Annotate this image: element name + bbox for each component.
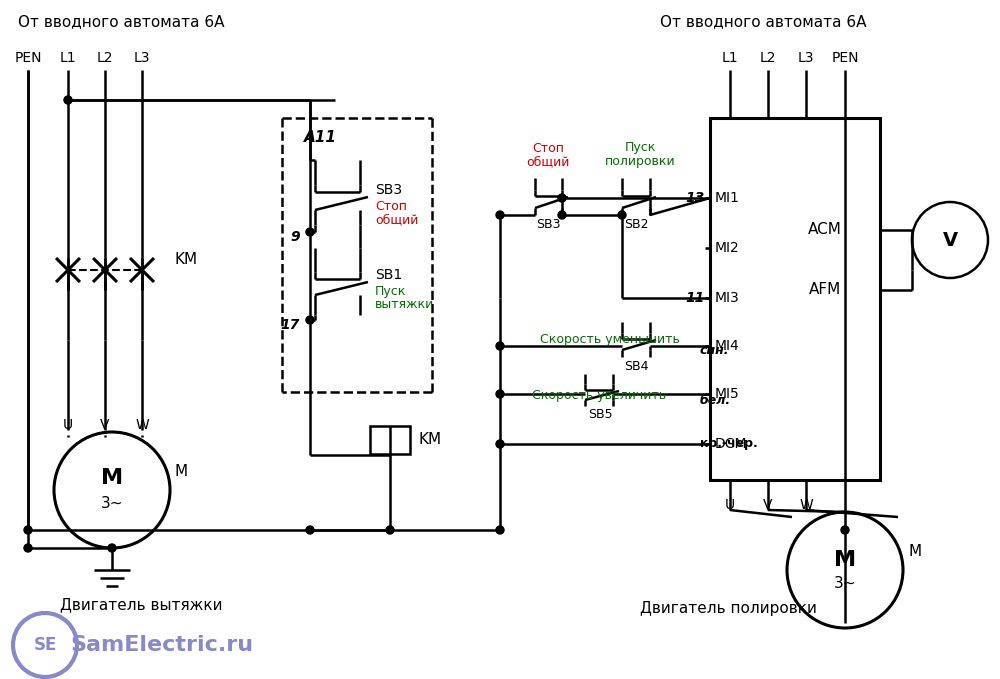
Text: U: U: [63, 418, 73, 432]
Text: Пуск: Пуск: [624, 141, 656, 155]
Text: Двигатель вытяжки: Двигатель вытяжки: [60, 598, 222, 612]
Text: DCM: DCM: [715, 437, 748, 451]
Text: L2: L2: [760, 51, 776, 65]
Circle shape: [108, 544, 116, 552]
Circle shape: [496, 342, 504, 350]
Text: 13: 13: [686, 191, 705, 205]
Bar: [370, 426, 410, 454]
Text: M: M: [908, 545, 921, 559]
Text: 3~: 3~: [101, 496, 123, 511]
Text: Скорость уменьшить: Скорость уменьшить: [540, 333, 680, 346]
Circle shape: [496, 440, 504, 448]
Text: L2: L2: [97, 51, 113, 65]
Text: SE: SE: [33, 636, 57, 654]
Text: SamElectric.ru: SamElectric.ru: [70, 635, 254, 655]
Circle shape: [496, 211, 504, 219]
Text: W: W: [799, 498, 813, 512]
Text: MI1: MI1: [715, 191, 740, 205]
Text: ACM: ACM: [808, 223, 842, 238]
Text: V: V: [942, 230, 958, 249]
Circle shape: [386, 526, 394, 534]
Circle shape: [24, 526, 32, 534]
Text: A11: A11: [304, 130, 336, 145]
Circle shape: [24, 544, 32, 552]
Text: SB1: SB1: [375, 268, 402, 282]
Text: L1: L1: [60, 51, 76, 65]
Text: син.: син.: [700, 344, 730, 356]
Text: Стоп: Стоп: [532, 141, 564, 155]
Circle shape: [558, 194, 566, 202]
Circle shape: [496, 390, 504, 398]
Text: SB2: SB2: [624, 219, 648, 232]
Text: L3: L3: [798, 51, 814, 65]
Text: 11: 11: [686, 291, 705, 305]
Text: SB4: SB4: [624, 361, 648, 373]
Text: W: W: [135, 418, 149, 432]
Text: V: V: [100, 418, 110, 432]
Text: PEN: PEN: [831, 51, 859, 65]
Text: KM: KM: [418, 433, 441, 447]
Text: SB3: SB3: [536, 219, 560, 232]
Text: M: M: [101, 468, 123, 488]
Circle shape: [306, 526, 314, 534]
Text: бел.: бел.: [700, 394, 731, 407]
Text: M: M: [834, 550, 856, 570]
Text: SB5: SB5: [588, 409, 612, 422]
Text: PEN: PEN: [14, 51, 42, 65]
Text: кр.-чер.: кр.-чер.: [700, 437, 758, 450]
Text: MI5: MI5: [715, 387, 740, 401]
Text: V: V: [763, 498, 773, 512]
Text: 9: 9: [290, 230, 300, 244]
Text: U: U: [725, 498, 735, 512]
Text: Стоп: Стоп: [375, 200, 407, 213]
Circle shape: [618, 211, 626, 219]
Circle shape: [496, 526, 504, 534]
Text: общий: общий: [526, 155, 570, 168]
Text: полировки: полировки: [605, 155, 675, 168]
Text: Скорость увеличить: Скорость увеличить: [532, 388, 666, 401]
Text: L1: L1: [722, 51, 738, 65]
Text: L3: L3: [134, 51, 150, 65]
Circle shape: [64, 96, 72, 104]
Text: Пуск: Пуск: [375, 285, 406, 299]
Text: MI2: MI2: [715, 241, 740, 255]
Text: SB3: SB3: [375, 183, 402, 197]
Text: MI4: MI4: [715, 339, 740, 353]
Circle shape: [306, 228, 314, 236]
Circle shape: [306, 316, 314, 324]
Text: От вводного автомата 6А: От вводного автомата 6А: [18, 14, 224, 29]
Text: 3~: 3~: [834, 576, 856, 591]
Text: общий: общий: [375, 213, 418, 227]
Circle shape: [841, 526, 849, 534]
Text: MI3: MI3: [715, 291, 740, 305]
Text: KM: KM: [175, 253, 198, 268]
Text: вытяжки: вытяжки: [375, 299, 434, 312]
Text: От вводного автомата 6А: От вводного автомата 6А: [660, 14, 866, 29]
Text: M: M: [175, 464, 188, 479]
Text: AFM: AFM: [809, 282, 841, 297]
Text: 17: 17: [281, 318, 300, 332]
Text: Двигатель полировки: Двигатель полировки: [640, 600, 817, 615]
Circle shape: [558, 211, 566, 219]
Bar: [710, 118, 880, 480]
